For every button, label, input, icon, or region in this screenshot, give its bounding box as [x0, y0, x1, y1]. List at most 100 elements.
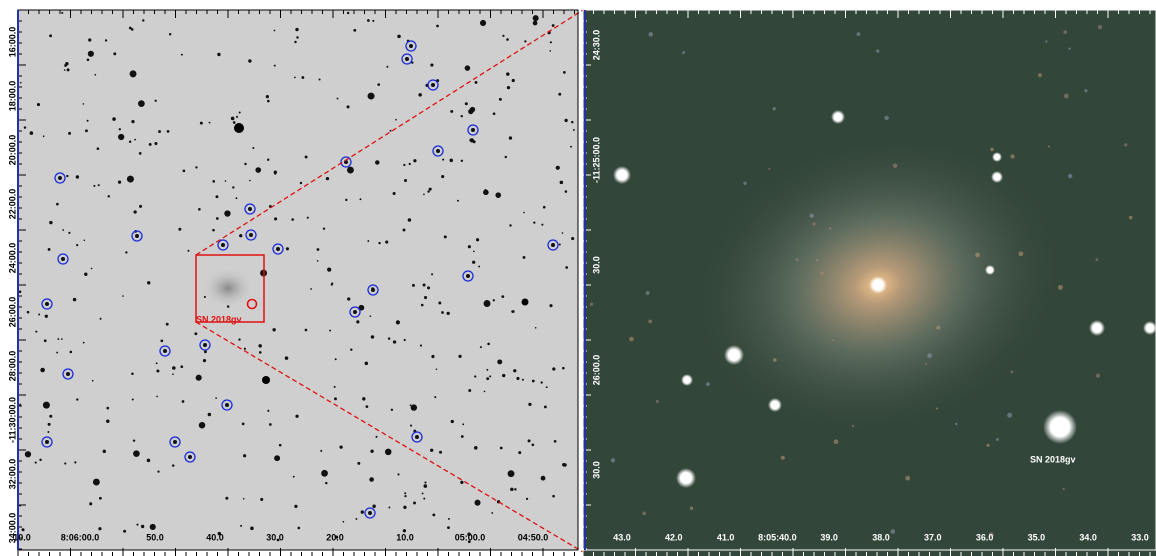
star — [409, 44, 413, 48]
star — [122, 295, 124, 297]
star — [158, 130, 161, 133]
star — [925, 362, 928, 365]
marker — [159, 345, 171, 357]
star — [986, 443, 990, 447]
star — [366, 19, 370, 22]
star — [423, 295, 428, 300]
star — [404, 495, 407, 498]
star — [479, 19, 487, 27]
star — [495, 192, 502, 198]
star — [82, 103, 85, 105]
star — [443, 235, 447, 239]
star — [355, 517, 358, 520]
x-tick-label: 34.0 — [1079, 532, 1097, 542]
marker — [547, 239, 559, 251]
star — [173, 440, 177, 444]
star — [358, 304, 365, 311]
star — [123, 529, 127, 533]
star — [772, 107, 776, 111]
sn-marker — [246, 298, 258, 310]
star — [369, 477, 374, 482]
star — [450, 109, 454, 113]
star — [489, 375, 492, 378]
star — [412, 283, 415, 287]
star — [513, 369, 517, 373]
star — [112, 117, 116, 121]
star — [42, 135, 45, 138]
y-tick-label: 34:00.0 — [7, 513, 17, 544]
star — [905, 475, 911, 481]
star — [499, 446, 503, 450]
star — [551, 243, 555, 247]
star — [676, 468, 696, 488]
star — [936, 325, 941, 330]
star — [562, 462, 566, 467]
star — [1095, 258, 1099, 262]
star — [1010, 154, 1015, 159]
star — [467, 245, 471, 249]
marker — [427, 79, 439, 91]
star — [402, 228, 406, 232]
star — [267, 158, 270, 161]
star — [47, 431, 50, 433]
star — [148, 142, 152, 146]
star — [131, 372, 134, 376]
star-markers — [41, 40, 559, 519]
star — [1057, 284, 1063, 290]
star — [294, 40, 297, 44]
star — [420, 303, 424, 307]
star — [409, 404, 412, 407]
star — [474, 80, 478, 84]
star — [474, 499, 481, 506]
star — [273, 29, 276, 32]
star — [39, 458, 42, 462]
star — [61, 338, 63, 340]
star — [216, 217, 219, 220]
star — [403, 163, 406, 167]
star — [386, 65, 389, 68]
star — [851, 425, 854, 428]
star — [250, 526, 254, 531]
star — [68, 231, 71, 234]
star — [306, 216, 309, 219]
star — [562, 70, 566, 74]
star — [375, 160, 380, 165]
y-tick-label: 20:00.0 — [7, 135, 17, 166]
star — [68, 131, 71, 135]
x-tick-label: 41.0 — [717, 532, 735, 542]
star — [571, 120, 574, 124]
marker — [221, 399, 233, 411]
star — [304, 328, 308, 332]
star — [267, 409, 270, 412]
star — [19, 403, 22, 406]
marker — [401, 53, 413, 65]
star — [154, 99, 157, 102]
star — [234, 123, 244, 133]
star — [202, 359, 207, 363]
star — [1084, 89, 1088, 93]
star — [405, 57, 409, 61]
star — [178, 227, 182, 231]
star — [648, 319, 652, 324]
star — [408, 162, 411, 166]
star — [681, 374, 693, 386]
star — [424, 481, 427, 484]
star — [180, 365, 184, 369]
star — [768, 167, 771, 170]
star — [362, 397, 366, 401]
marker — [272, 243, 284, 255]
star — [113, 52, 117, 56]
star — [403, 178, 408, 183]
y-tick-label: 24:30.0 — [591, 30, 601, 61]
star — [497, 359, 503, 365]
star — [829, 227, 832, 230]
star — [117, 180, 122, 184]
axis-frames: 16:00.0 18:00.0 20:00.0 22:00.0 24:00.0 26:00… — [7, 9, 1156, 556]
star — [1063, 30, 1068, 35]
star — [551, 24, 555, 27]
star — [135, 234, 139, 238]
star — [415, 435, 419, 439]
star — [392, 191, 396, 196]
star — [346, 166, 354, 174]
star — [45, 302, 49, 306]
